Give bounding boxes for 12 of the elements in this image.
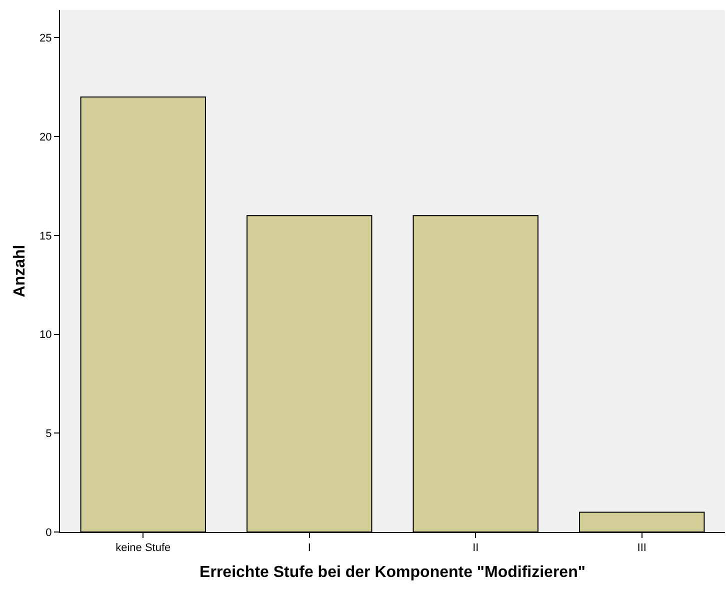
x-axis-title: Erreichte Stufe bei der Komponente "Modifizieren" xyxy=(200,564,586,581)
x-tick-label: I xyxy=(308,542,311,554)
x-tick-label: keine Stufe xyxy=(116,542,171,554)
y-tick-label: 25 xyxy=(40,32,52,45)
x-tick-label: III xyxy=(637,542,646,554)
y-tick-label: 10 xyxy=(40,329,52,342)
y-tick-label: 20 xyxy=(40,131,52,144)
x-tick-label: II xyxy=(472,542,479,554)
y-axis-title: Anzahl xyxy=(11,244,28,298)
y-tick-label: 0 xyxy=(46,526,52,539)
y-tick-label: 5 xyxy=(46,428,52,440)
y-tick-label: 15 xyxy=(40,230,52,242)
